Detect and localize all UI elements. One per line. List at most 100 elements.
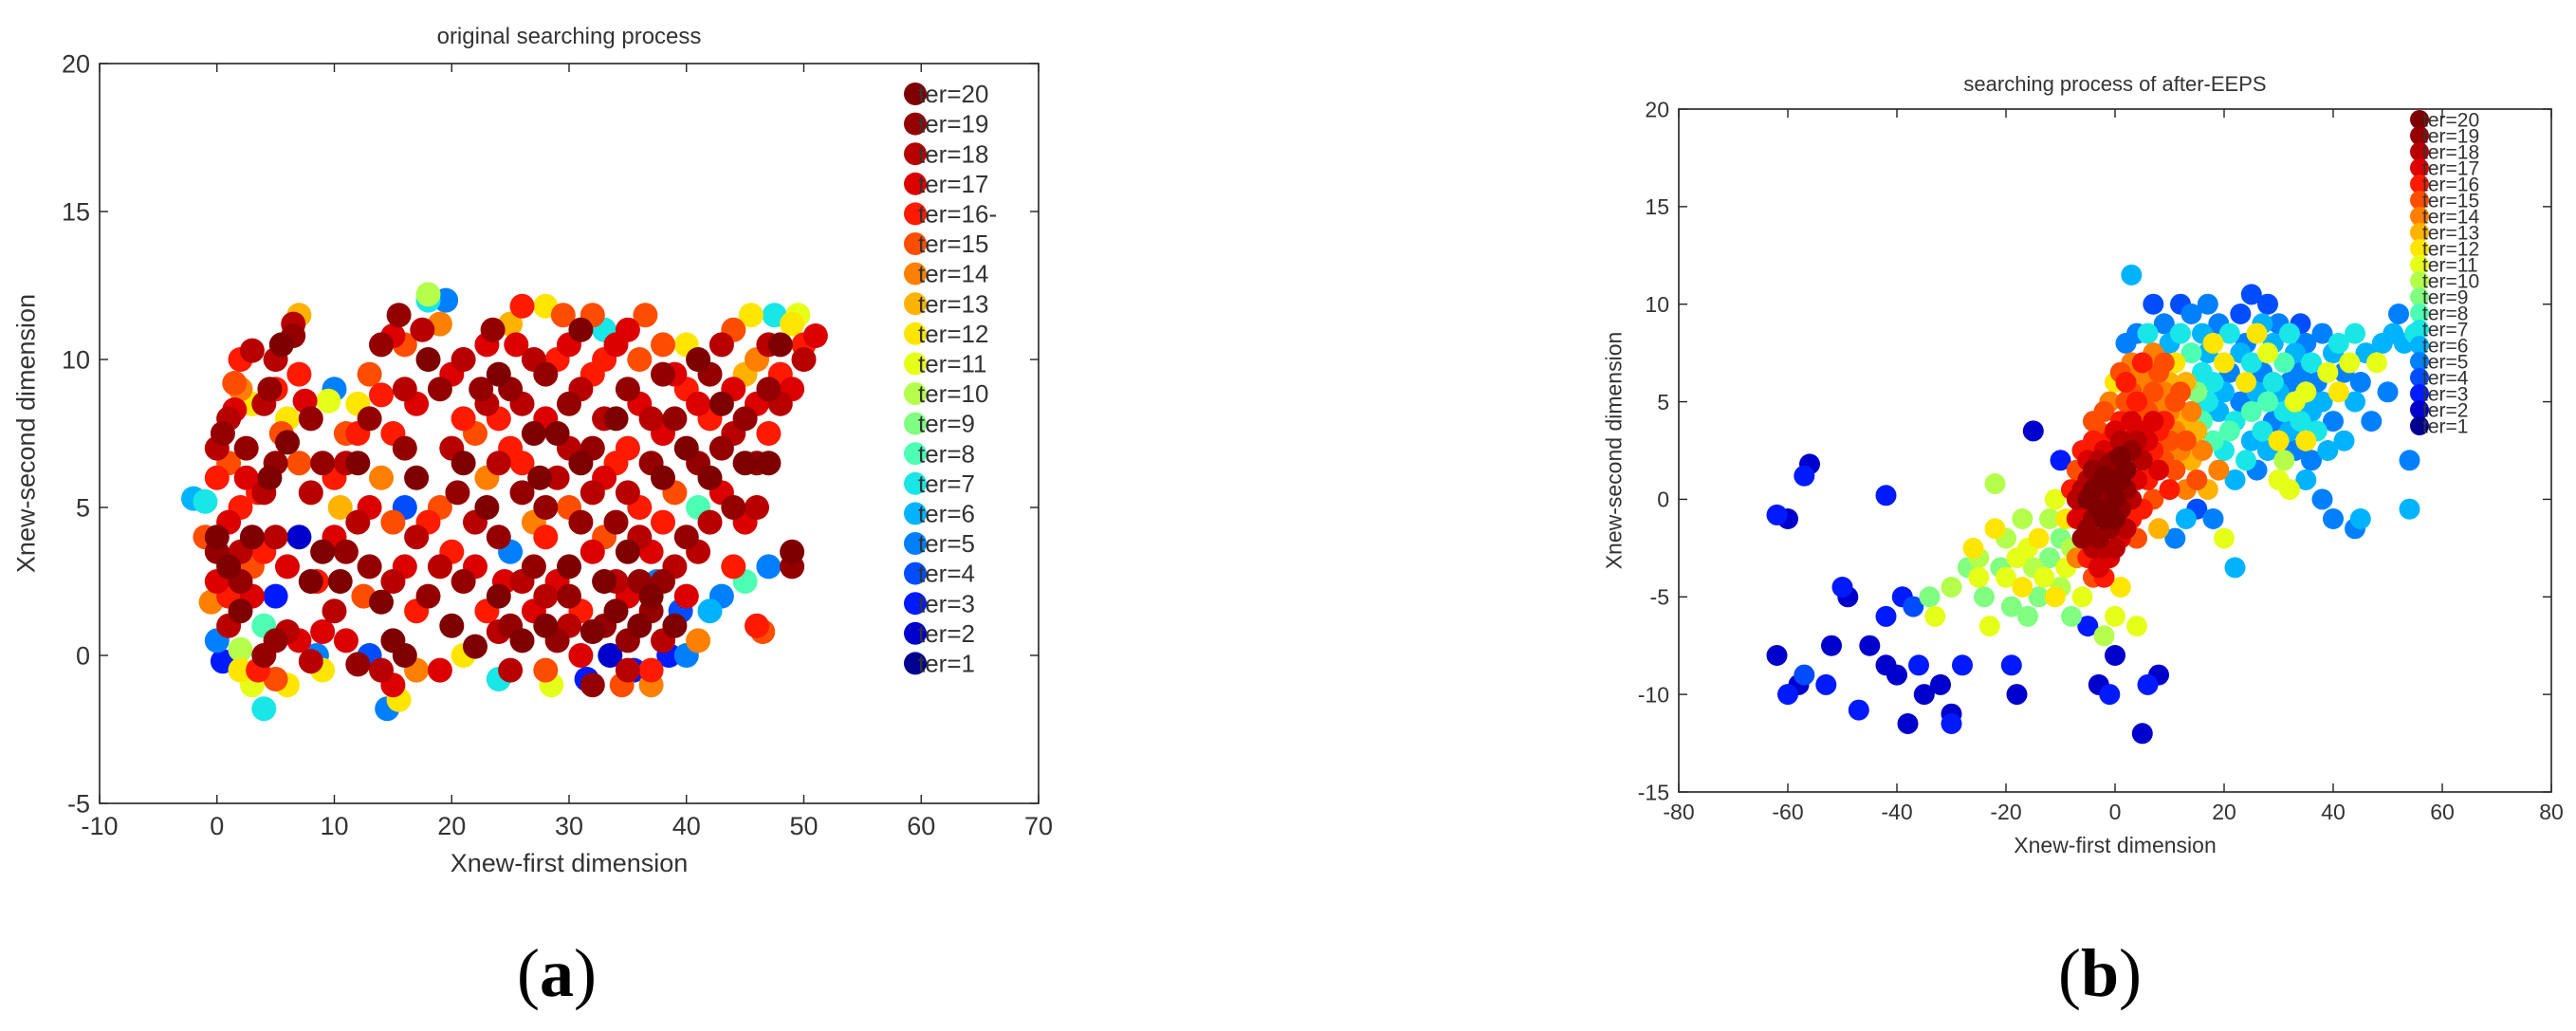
chart-b-data-point [1968, 566, 1990, 588]
chart-b-data-point [2131, 352, 2153, 374]
chart-b-data-point [2012, 577, 2033, 598]
chart-a-data-point [268, 332, 294, 358]
chart-b-data-point [2148, 518, 2169, 540]
chart-b-data-point [2317, 440, 2339, 461]
chart-b-legend: ter=20ter=19ter=18ter=17ter=16ter=15ter=… [2410, 109, 2479, 437]
chart-b-data-point [2180, 342, 2202, 364]
chart-a-legend-label: ter=17 [918, 170, 988, 198]
chart-a-data-point [557, 554, 581, 580]
chart-a-data-point [310, 451, 336, 476]
chart-b-data-point [2328, 332, 2349, 354]
chart-a-data-point [557, 583, 581, 609]
chart-a-data-point [357, 554, 382, 580]
chart-a-data-point [369, 589, 394, 615]
chart-b-data-point [2262, 372, 2284, 393]
chart-a-data-point [615, 480, 640, 506]
chart-b-data-point [2148, 459, 2169, 481]
chart-a-data-point [233, 435, 259, 461]
chart-b-data-point [1886, 664, 1907, 686]
chart-a-legend-label: ter=14 [918, 260, 988, 288]
chart-b-legend-label: ter=20 [2422, 109, 2479, 131]
chart-b-data-point [2105, 488, 2125, 510]
chart-a-data-point [615, 435, 640, 461]
chart-a-legend-marker [904, 202, 927, 226]
chart-a-data-point [509, 293, 535, 319]
chart-b-data-point [2170, 381, 2191, 403]
chart-b-data-point [2328, 381, 2349, 403]
chart-a-data-point [445, 480, 470, 506]
chart-a-data-point [721, 554, 746, 580]
chart-a-data-point [509, 628, 535, 654]
chart-a-data-point [275, 430, 300, 455]
chart-a-data-point [697, 598, 723, 624]
chart-a-data-point [316, 388, 341, 414]
chart-b-x-tick-label: 60 [2430, 800, 2455, 824]
chart-a-data-point [603, 406, 629, 432]
chart-a-legend-marker [904, 172, 927, 195]
chart-a-data-point [474, 495, 500, 520]
chart-b-data-point [2257, 391, 2278, 413]
chart-a-data-point [568, 317, 594, 342]
chart-a-data-point [533, 657, 559, 683]
chart-b-legend-marker [2410, 271, 2429, 290]
chart-b-data-point [1984, 473, 2006, 494]
chart-b-data-point [1875, 605, 1897, 627]
chart-b-data-point [2323, 411, 2344, 433]
chart-a-legend-label: ter=8 [918, 439, 975, 468]
chart-b-data-point [2399, 450, 2420, 471]
chart-b-data-point [2006, 684, 2028, 706]
chart-a-points [181, 282, 828, 722]
panel-b-label: (b) [2058, 935, 2143, 1011]
chart-a-data-point [732, 451, 758, 476]
chart-b-data-point [2236, 372, 2256, 393]
chart-a-data-point [738, 303, 764, 328]
chart-b-data-point [2017, 605, 2038, 627]
chart-a-data-point [627, 347, 653, 372]
chart-a-data-point [603, 509, 629, 535]
chart-a-legend-label: ter=3 [918, 589, 975, 617]
chart-b-data-point [2071, 586, 2093, 608]
chart-a-x-tick-label: -10 [81, 812, 118, 840]
chart-b-data-point [2311, 391, 2333, 413]
chart-b-data-point [2039, 547, 2060, 569]
chart-a-data-point [427, 554, 452, 580]
chart-a-y-tick-label: 5 [76, 494, 90, 523]
chart-a-data-point [509, 451, 535, 476]
chart-a-data-point [615, 317, 640, 342]
chart-a-data-point [673, 435, 699, 461]
chart-b-legend-label: ter=12 [2422, 238, 2479, 260]
chart-b-data-point [1941, 577, 1962, 598]
chart-a-data-point [745, 613, 769, 638]
chart-b-data-point [2192, 440, 2213, 461]
chart-a-data-point [193, 488, 218, 514]
chart-a-data-point [392, 643, 417, 668]
chart-b-data-point [2224, 557, 2246, 579]
chart-b-data-point [2240, 352, 2262, 374]
chart-a-data-point [233, 465, 259, 490]
chart-b-data-point [2345, 391, 2365, 413]
chart-b-data-point [2000, 654, 2022, 676]
chart-a-legend-label: ter=16- [918, 200, 997, 229]
chart-a-data-point [633, 303, 658, 328]
chart-a-data-point [480, 317, 506, 342]
chart-a-data-point [767, 332, 793, 358]
chart-b-data-point [2126, 391, 2147, 413]
chart-a-legend-marker [904, 322, 927, 345]
chart-a-data-point [333, 539, 359, 564]
chart-a-data-point [568, 643, 594, 668]
chart-a-data-point [228, 636, 253, 662]
chart-b-data-point [2301, 450, 2322, 471]
chart-a-data-point [228, 598, 253, 624]
chart-a-data-point [662, 406, 688, 432]
chart-a-data-point [756, 451, 782, 476]
chart-a-data-point [380, 509, 406, 535]
chart-a-data-point [310, 619, 336, 644]
chart-b-data-point [2000, 596, 2022, 617]
chart-a-data-point [369, 332, 394, 358]
chart-b-legend-label: ter=13 [2422, 222, 2479, 244]
chart-b-legend-marker [2410, 191, 2429, 210]
chart-a-data-point [380, 569, 406, 594]
chart-a-data-point [204, 525, 230, 550]
chart-b-x-axis-label: Xnew-first dimension [2014, 833, 2216, 857]
chart-b-y-tick-label: -5 [1650, 585, 1669, 610]
